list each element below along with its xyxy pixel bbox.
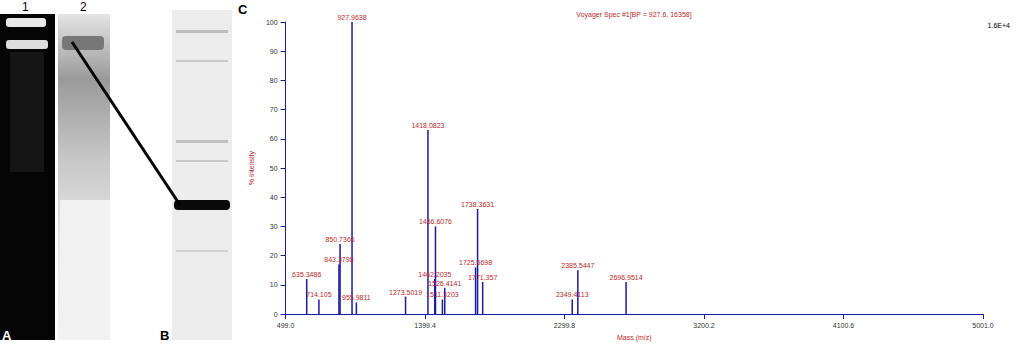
svg-text:3200.2: 3200.2 <box>693 322 715 329</box>
svg-text:955.9811: 955.9811 <box>342 294 371 301</box>
svg-text:1399.4: 1399.4 <box>414 322 436 329</box>
svg-text:1771.357: 1771.357 <box>468 274 497 281</box>
svg-text:499.0: 499.0 <box>277 322 295 329</box>
svg-text:10: 10 <box>270 281 278 288</box>
svg-text:40: 40 <box>270 194 278 201</box>
svg-text:5001.0: 5001.0 <box>972 322 994 329</box>
svg-text:1526.4141: 1526.4141 <box>428 280 461 287</box>
svg-text:B: B <box>160 328 169 343</box>
svg-text:1466.6076: 1466.6076 <box>419 218 452 225</box>
svg-text:2: 2 <box>80 0 87 14</box>
svg-text:Mass (m/z): Mass (m/z) <box>617 334 652 342</box>
svg-text:1511.3203: 1511.3203 <box>426 291 459 298</box>
svg-text:2349.4113: 2349.4113 <box>556 291 589 298</box>
svg-text:4100.6: 4100.6 <box>833 322 855 329</box>
svg-text:927.9638: 927.9638 <box>337 14 366 21</box>
svg-text:850.7366: 850.7366 <box>325 236 354 243</box>
svg-text:50: 50 <box>270 165 278 172</box>
svg-text:635.3486: 635.3486 <box>292 271 321 278</box>
svg-text:% Intensity: % Intensity <box>248 150 256 185</box>
svg-text:70: 70 <box>270 106 278 113</box>
html-text:C: C <box>238 2 248 17</box>
svg-text:90: 90 <box>270 48 278 55</box>
svg-text:1418.0823: 1418.0823 <box>411 122 444 129</box>
svg-text:20: 20 <box>270 252 278 259</box>
svg-text:843.3798: 843.3798 <box>324 256 353 263</box>
svg-text:30: 30 <box>270 223 278 230</box>
svg-text:100: 100 <box>266 19 278 26</box>
svg-text:2696.9514: 2696.9514 <box>610 274 643 281</box>
svg-text:714.105: 714.105 <box>306 291 331 298</box>
svg-text:1462.2035: 1462.2035 <box>418 271 451 278</box>
svg-text:1273.5019: 1273.5019 <box>389 289 422 296</box>
svg-text:1.6E+4: 1.6E+4 <box>988 22 1010 29</box>
svg-text:1725.5698: 1725.5698 <box>459 259 492 266</box>
svg-text:0: 0 <box>274 311 278 318</box>
svg-text:A: A <box>2 328 12 343</box>
svg-text:1: 1 <box>22 0 29 14</box>
svg-text:2385.5447: 2385.5447 <box>561 262 594 269</box>
svg-text:Voyager Spec #1[BP = 927.6, 16: Voyager Spec #1[BP = 927.6, 16358] <box>576 11 691 19</box>
svg-text:2299.8: 2299.8 <box>554 322 576 329</box>
svg-text:80: 80 <box>270 77 278 84</box>
svg-text:60: 60 <box>270 135 278 142</box>
svg-text:1738.3631: 1738.3631 <box>461 201 494 208</box>
